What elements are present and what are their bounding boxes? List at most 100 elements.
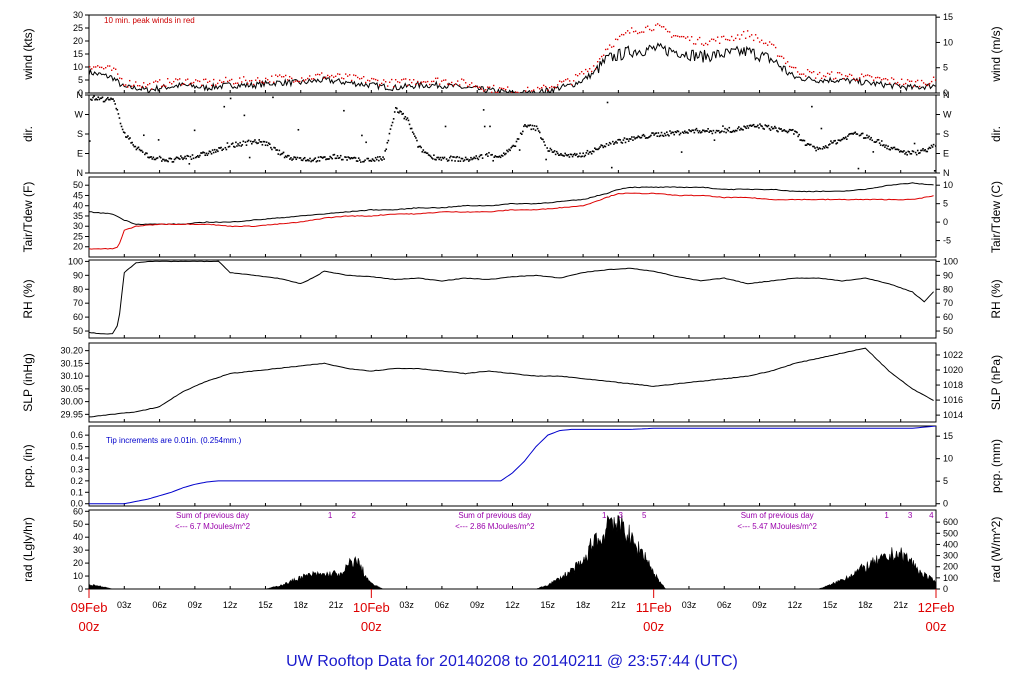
peak-point [218, 79, 221, 82]
dir-point [445, 158, 448, 160]
dir-point [241, 144, 244, 146]
peak-point [492, 84, 495, 87]
dir-point [549, 147, 552, 150]
peak-point [116, 73, 119, 75]
peak-point [898, 83, 901, 86]
dir-point [106, 96, 109, 99]
dir-point [778, 127, 780, 130]
peak-point [160, 85, 163, 88]
peak-point [626, 30, 629, 32]
dir-point [389, 128, 392, 130]
dir-point [916, 149, 919, 152]
dir-point [170, 158, 173, 160]
peak-point [864, 74, 867, 77]
peak-point [456, 80, 459, 82]
peak-point [894, 82, 897, 85]
dir-point [424, 151, 427, 154]
peak-point [298, 80, 301, 83]
dir-point [191, 154, 194, 156]
peak-point [712, 38, 715, 41]
peak-point [764, 42, 767, 44]
dir-point [404, 116, 407, 118]
dir-point [314, 157, 317, 159]
peak-point [518, 92, 521, 93]
dir-point [363, 160, 365, 163]
peak-point [110, 69, 113, 71]
dir-point [267, 142, 270, 144]
peak-point [184, 79, 187, 81]
dir-point [147, 156, 149, 159]
dir-point [491, 153, 493, 156]
dir-point [686, 131, 688, 134]
peak-point [564, 78, 567, 81]
dir-point [588, 151, 591, 154]
plot-area [89, 514, 936, 589]
peak-point [606, 48, 609, 50]
dir-point [731, 130, 734, 133]
peak-point [784, 62, 787, 65]
dir-point [435, 158, 437, 161]
dir-point [188, 163, 191, 165]
dir-point [118, 117, 121, 119]
dir-point [398, 111, 400, 114]
dir-point [640, 136, 643, 139]
dir-point [456, 155, 458, 158]
y-right-tick-label: N [943, 90, 950, 100]
panel-rh: 50 60 70 80 90 100 50 60 70 80 90 100 RH (%) RH (%) [21, 256, 1003, 339]
dir-point [717, 129, 720, 132]
dir-point [801, 139, 804, 142]
dir-point [110, 97, 112, 100]
peak-point [238, 77, 241, 79]
dir-point [282, 151, 285, 154]
y-right-tick-label: 1016 [943, 395, 963, 405]
peak-point [350, 79, 353, 82]
dir-point [603, 145, 606, 147]
dir-point [364, 159, 366, 162]
dir-point [401, 113, 403, 115]
y-tick-label: 30 [73, 221, 83, 231]
peak-point [132, 84, 135, 87]
dir-point [914, 151, 917, 154]
dir-point [308, 159, 310, 162]
dir-point [636, 136, 638, 139]
dir-point [333, 153, 336, 156]
dir-point [591, 150, 594, 152]
dir-point [887, 145, 889, 148]
plot-area [89, 260, 934, 335]
dir-point [422, 149, 425, 151]
dir-point [500, 154, 503, 157]
max-hour-mark: 1 [602, 511, 607, 520]
dir-point [752, 123, 755, 126]
dir-point [733, 130, 736, 133]
peak-point [300, 77, 303, 79]
dir-point [447, 159, 450, 162]
dir-point [117, 113, 120, 115]
dir-point [301, 159, 304, 162]
dir-point [673, 133, 676, 136]
dir-point [552, 151, 555, 153]
dir-point [747, 127, 750, 129]
dir-point [479, 154, 482, 157]
dir-point [288, 154, 290, 157]
dir-point [218, 147, 220, 149]
dir-point [711, 132, 714, 135]
dir-point [599, 146, 601, 148]
dir-point [311, 159, 313, 162]
peak-point [128, 79, 131, 82]
dir-point [386, 141, 389, 144]
dir-point [163, 158, 165, 161]
dir-point [891, 147, 894, 150]
dir-point [200, 152, 202, 154]
dir-point [384, 150, 386, 152]
dir-point [879, 144, 882, 146]
peak-point [258, 79, 261, 82]
day-sum-value: <--- 6.7 MJoules/m^2 [175, 522, 251, 531]
dir-point [376, 156, 379, 158]
dir-point [414, 135, 416, 138]
y-tick-label: 50 [73, 180, 83, 190]
peak-point [838, 72, 841, 74]
peak-point [278, 74, 281, 76]
dir-point [512, 144, 515, 147]
dir-point [465, 158, 468, 161]
peak-point [400, 79, 403, 81]
